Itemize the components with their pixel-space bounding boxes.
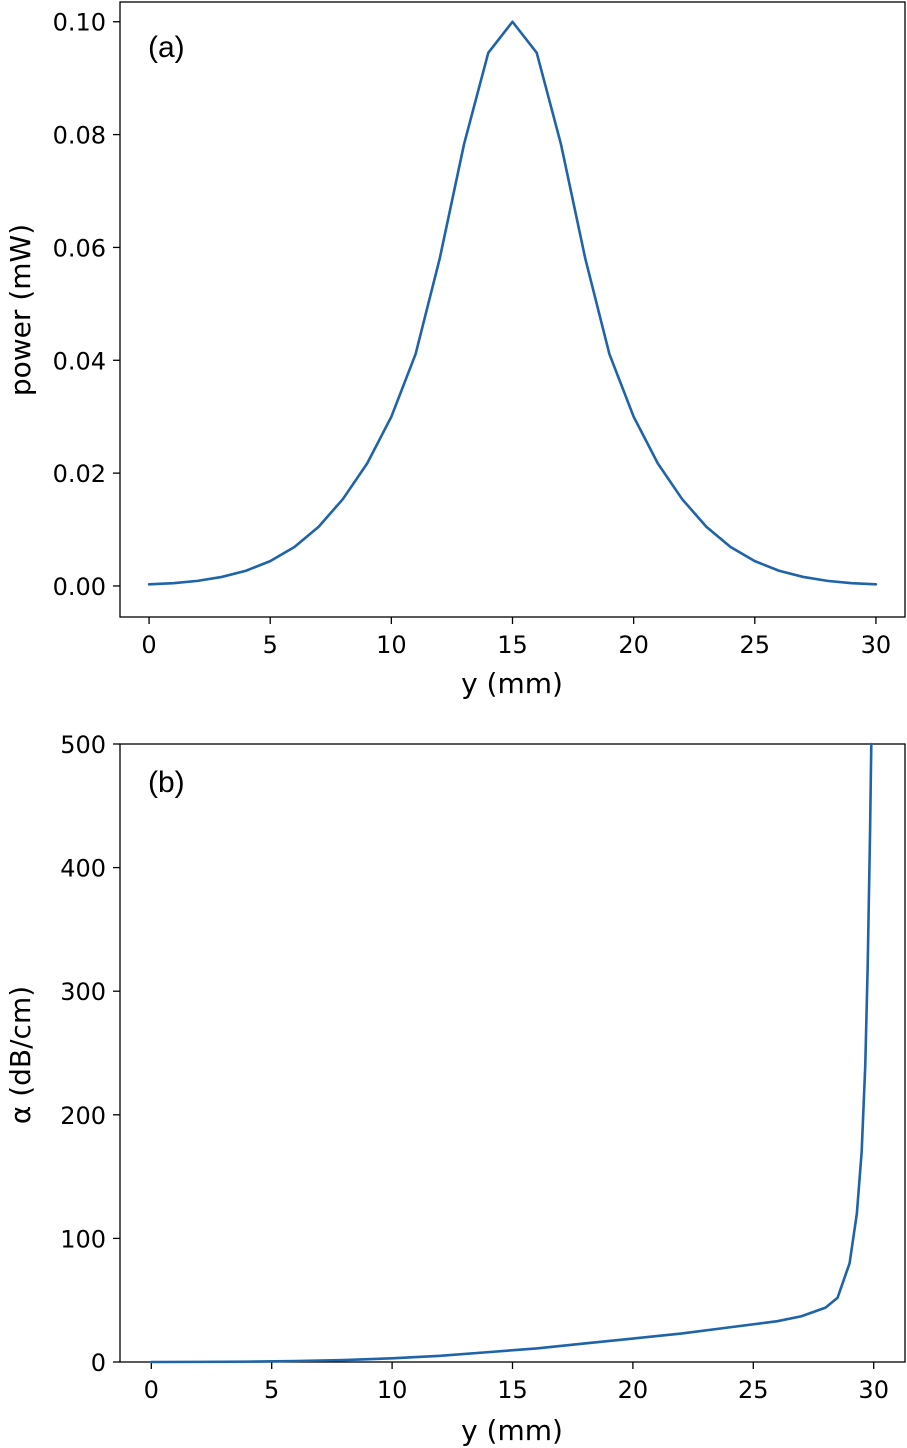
y-tick-label: 300 (60, 978, 106, 1006)
x-ticks-a: 0 5 10 15 20 25 30 (141, 617, 891, 659)
y-tick-label: 0.00 (53, 573, 106, 601)
x-axis-label-b: y (mm) (461, 1414, 563, 1447)
panel-label-a: (a) (148, 31, 185, 64)
x-tick-label: 30 (858, 1376, 889, 1404)
power-curve (147, 20, 878, 586)
x-tick-label: 20 (618, 631, 649, 659)
x-tick-label: 5 (264, 1376, 279, 1404)
x-tick-label: 0 (141, 631, 156, 659)
x-tick-label: 10 (377, 1376, 408, 1404)
x-tick-label: 5 (263, 631, 278, 659)
y-ticks-b: 0 100 200 300 400 500 (60, 731, 120, 1377)
attenuation-curve (150, 742, 873, 1364)
chart-panel-a: 0 5 10 15 20 25 30 0.00 0.02 0.04 0.06 0.08 0.10 (a… (4, 1, 906, 700)
y-tick-label: 200 (60, 1102, 106, 1130)
x-tick-label: 30 (861, 631, 892, 659)
x-tick-label: 15 (497, 631, 528, 659)
plot-frame-b (119, 743, 906, 1363)
plot-frame-a (119, 1, 906, 618)
x-tick-label: 0 (144, 1376, 159, 1404)
y-axis-label-a: power (mW) (4, 224, 37, 396)
x-ticks-b: 0 5 10 15 20 25 30 (144, 1362, 889, 1404)
x-tick-label: 20 (618, 1376, 649, 1404)
y-tick-label: 0.06 (53, 234, 106, 262)
y-tick-label: 100 (60, 1225, 106, 1253)
y-axis-label-b: α (dB/cm) (4, 986, 37, 1124)
x-tick-label: 25 (738, 1376, 769, 1404)
x-tick-label: 15 (497, 1376, 528, 1404)
y-tick-label: 0 (91, 1349, 106, 1377)
y-ticks-a: 0.00 0.02 0.04 0.06 0.08 0.10 (53, 9, 120, 601)
y-tick-label: 500 (60, 731, 106, 759)
y-tick-label: 0.08 (53, 122, 106, 150)
x-axis-label-a: y (mm) (461, 667, 563, 700)
x-tick-label: 10 (376, 631, 407, 659)
y-tick-label: 0.02 (53, 460, 106, 488)
panel-label-b: (b) (148, 766, 185, 799)
y-tick-label: 0.04 (53, 347, 106, 375)
chart-panel-b: 0 5 10 15 20 25 30 0 100 200 300 400 500 (b) y (mm)… (4, 731, 906, 1447)
y-tick-label: 0.10 (53, 9, 106, 37)
x-tick-label: 25 (740, 631, 771, 659)
y-tick-label: 400 (60, 855, 106, 883)
